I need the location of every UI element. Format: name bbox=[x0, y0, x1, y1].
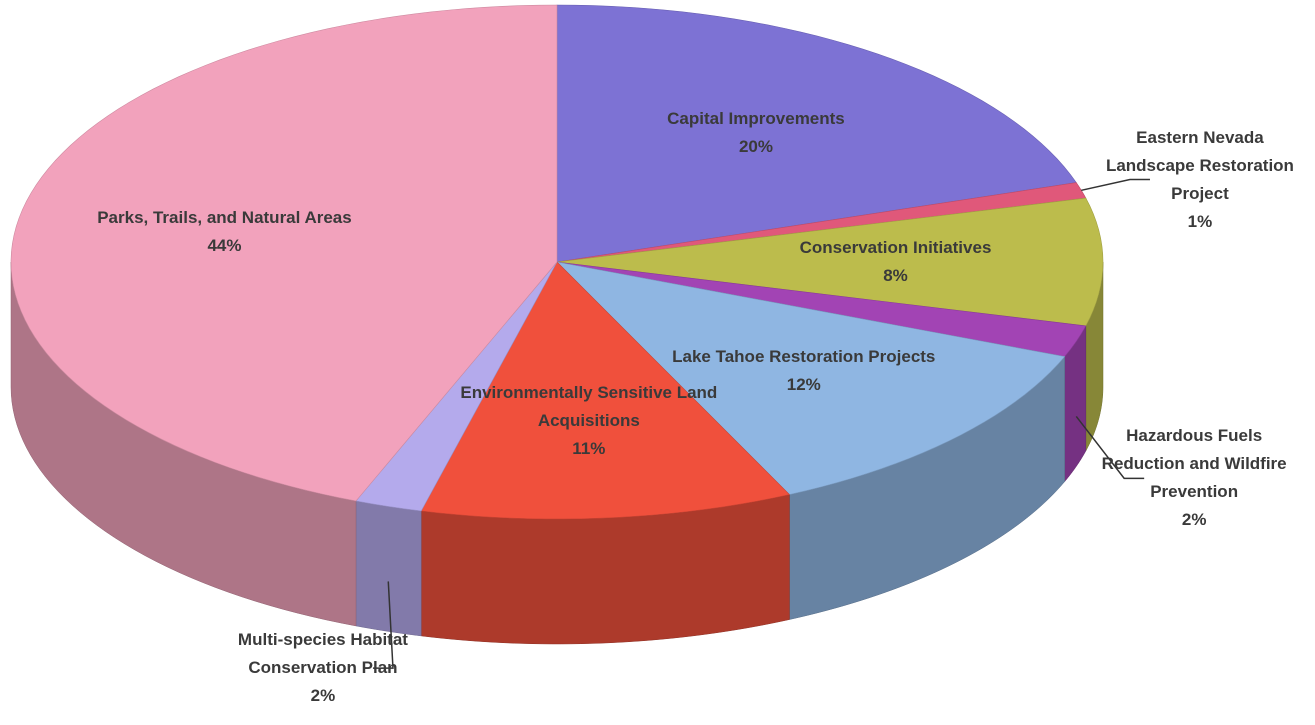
value-label: 12% bbox=[786, 375, 821, 395]
data-label: Parks, Trails, and Natural Areas 44% bbox=[89, 204, 359, 260]
category-label: Eastern Nevada Landscape Restoration Pro… bbox=[1105, 127, 1294, 203]
leader-line bbox=[1075, 415, 1145, 480]
slice bbox=[556, 197, 1104, 327]
data-label: Conservation Initiatives 8% bbox=[761, 234, 1031, 290]
data-label: Multi-species Habitat Conservation Plan 2… bbox=[228, 626, 418, 710]
slice bbox=[10, 4, 558, 502]
slice bbox=[556, 4, 1077, 263]
category-label: Conservation Initiatives bbox=[799, 238, 992, 257]
value-label: 8% bbox=[883, 266, 908, 285]
value-label: 44% bbox=[207, 236, 242, 256]
data-label: Lake Tahoe Restoration Projects 12% bbox=[669, 343, 939, 399]
value-label: 2% bbox=[310, 686, 336, 706]
category-label: Environmentally Sensitive Land Acquisiti… bbox=[460, 382, 718, 430]
category-label: Lake Tahoe Restoration Projects bbox=[672, 347, 936, 367]
data-label: Hazardous Fuels Reduction and Wildfire P… bbox=[1099, 422, 1289, 534]
leader-line bbox=[1081, 178, 1150, 192]
slice bbox=[420, 261, 791, 520]
value-label: 1% bbox=[1187, 211, 1213, 231]
category-label: Capital Improvements bbox=[667, 109, 845, 129]
value-label: 11% bbox=[572, 438, 606, 458]
slice-side bbox=[355, 500, 422, 637]
slice bbox=[556, 261, 1066, 495]
data-label: Eastern Nevada Landscape Restoration Pro… bbox=[1105, 124, 1295, 236]
value-label: 20% bbox=[738, 137, 773, 157]
category-label: Multi-species Habitat Conservation Plan bbox=[237, 630, 408, 678]
value-label: 2% bbox=[1181, 510, 1207, 530]
data-label: Capital Improvements 20% bbox=[621, 105, 891, 161]
leader-line bbox=[372, 581, 394, 669]
category-label: Parks, Trails, and Natural Areas bbox=[97, 208, 352, 228]
data-label: Environmentally Sensitive Land Acquisiti… bbox=[454, 379, 724, 463]
category-label: Hazardous Fuels Reduction and Wildfire P… bbox=[1101, 426, 1287, 502]
